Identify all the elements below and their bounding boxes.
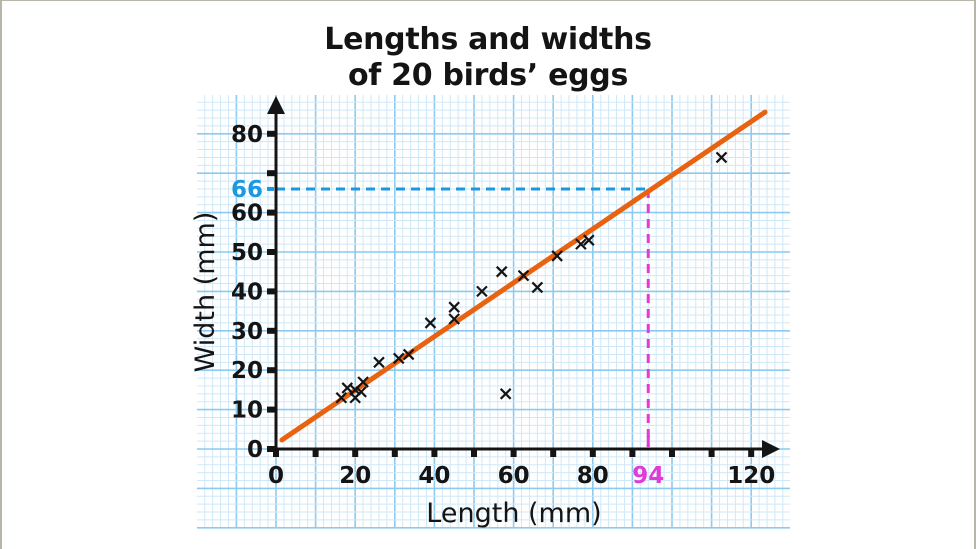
data-points — [335, 151, 728, 404]
cross-stroke — [575, 238, 587, 250]
data-point-x-marker — [499, 388, 512, 400]
cross-stroke — [715, 151, 728, 164]
y-tick — [267, 446, 276, 452]
cross-stroke — [424, 317, 437, 329]
y-tick — [267, 327, 276, 334]
x-axis-arrow-icon — [762, 440, 780, 458]
x-tick — [391, 449, 398, 457]
data-point-x-marker — [517, 269, 530, 282]
data-point-x-marker — [551, 250, 563, 262]
x-tick — [708, 449, 715, 457]
y-tick — [267, 288, 276, 295]
y-tick-label: 50 — [231, 240, 263, 266]
x-tick — [510, 449, 517, 457]
y-tick-label: 20 — [231, 358, 263, 384]
axes — [267, 96, 780, 458]
data-point-x-marker — [373, 356, 385, 369]
y-axis-label: Width (mm) — [190, 212, 221, 373]
y-tick-label: 60 — [231, 201, 263, 227]
x-tick — [352, 449, 359, 457]
y-tick-label: 30 — [231, 319, 263, 345]
x-tick-label: 20 — [339, 463, 371, 489]
x-tick-label: 40 — [418, 463, 450, 489]
y-tick — [267, 249, 276, 255]
cross-stroke — [495, 265, 508, 278]
cross-stroke — [517, 269, 530, 282]
data-point-x-marker — [357, 376, 369, 388]
x-tick-label: 60 — [498, 463, 530, 489]
y-tick — [267, 130, 276, 137]
y-reading-tick — [267, 186, 274, 191]
cross-stroke — [373, 356, 385, 369]
cross-stroke — [357, 376, 369, 388]
x-tick — [550, 449, 557, 457]
cross-stroke — [583, 234, 595, 246]
data-point-x-marker — [531, 281, 544, 294]
chart-title: Lengths and widths of 20 birds’ eggs — [0, 22, 976, 94]
x-tick — [589, 449, 596, 457]
data-point-x-marker — [402, 348, 415, 361]
x-tick — [431, 449, 438, 457]
cross-stroke — [448, 313, 460, 325]
x-tick-label: 0 — [268, 463, 284, 489]
x-tick — [312, 449, 319, 457]
x-tick — [748, 449, 755, 457]
x-tick-label: 120 — [727, 463, 775, 489]
x-tick — [669, 449, 675, 457]
y-tick — [267, 170, 276, 177]
graph-paper-grid — [197, 95, 790, 529]
data-point-x-marker — [495, 265, 508, 278]
data-point-x-marker — [392, 352, 405, 365]
cross-stroke — [392, 352, 405, 365]
x-tick — [471, 449, 477, 457]
cross-stroke — [531, 281, 544, 294]
y-tick-label: 10 — [231, 398, 263, 424]
data-point-x-marker — [715, 151, 728, 164]
cross-stroke — [355, 386, 367, 398]
data-point-x-marker — [335, 392, 348, 404]
chart-title-line-1: Lengths and widths — [324, 22, 652, 57]
x-axis-label: Length (mm) — [426, 498, 601, 529]
data-point-x-marker — [476, 285, 488, 298]
y-tick — [267, 209, 276, 216]
data-point-x-marker — [424, 317, 437, 329]
cross-stroke — [402, 348, 415, 361]
reading-lines — [276, 187, 650, 447]
y-reading-label: 66 — [231, 177, 263, 203]
y-tick-label: 0 — [247, 437, 263, 463]
x-reading-label: 94 — [632, 463, 664, 489]
cross-stroke — [335, 392, 348, 404]
tick-labels: 0 20 40 60 80 120 0 10 20 30 40 50 60 80 66 94 — [231, 122, 775, 489]
x-tick — [273, 449, 279, 457]
cross-stroke — [499, 388, 512, 400]
data-point-x-marker — [448, 301, 460, 313]
cross-stroke — [551, 250, 563, 262]
cross-stroke — [448, 301, 460, 313]
cross-stroke — [476, 285, 488, 298]
y-tick — [267, 367, 276, 374]
chart-title-line-2: of 20 birds’ eggs — [347, 58, 629, 93]
data-point-x-marker — [575, 238, 587, 250]
data-point-x-marker — [583, 234, 595, 246]
y-tick-label: 40 — [231, 279, 263, 305]
x-tick — [629, 449, 636, 457]
y-tick-label: 80 — [231, 122, 263, 148]
y-axis-arrow-icon — [267, 96, 285, 114]
x-tick-label: 80 — [577, 463, 609, 489]
data-point-x-marker — [355, 386, 367, 398]
y-tick — [267, 406, 276, 413]
data-point-x-marker — [448, 313, 460, 325]
